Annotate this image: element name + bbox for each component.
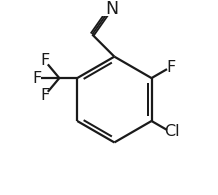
Text: Cl: Cl (165, 123, 180, 138)
Text: F: F (32, 71, 42, 86)
Text: F: F (167, 60, 176, 75)
Text: F: F (40, 88, 49, 103)
Text: N: N (106, 0, 119, 18)
Text: F: F (40, 53, 49, 68)
